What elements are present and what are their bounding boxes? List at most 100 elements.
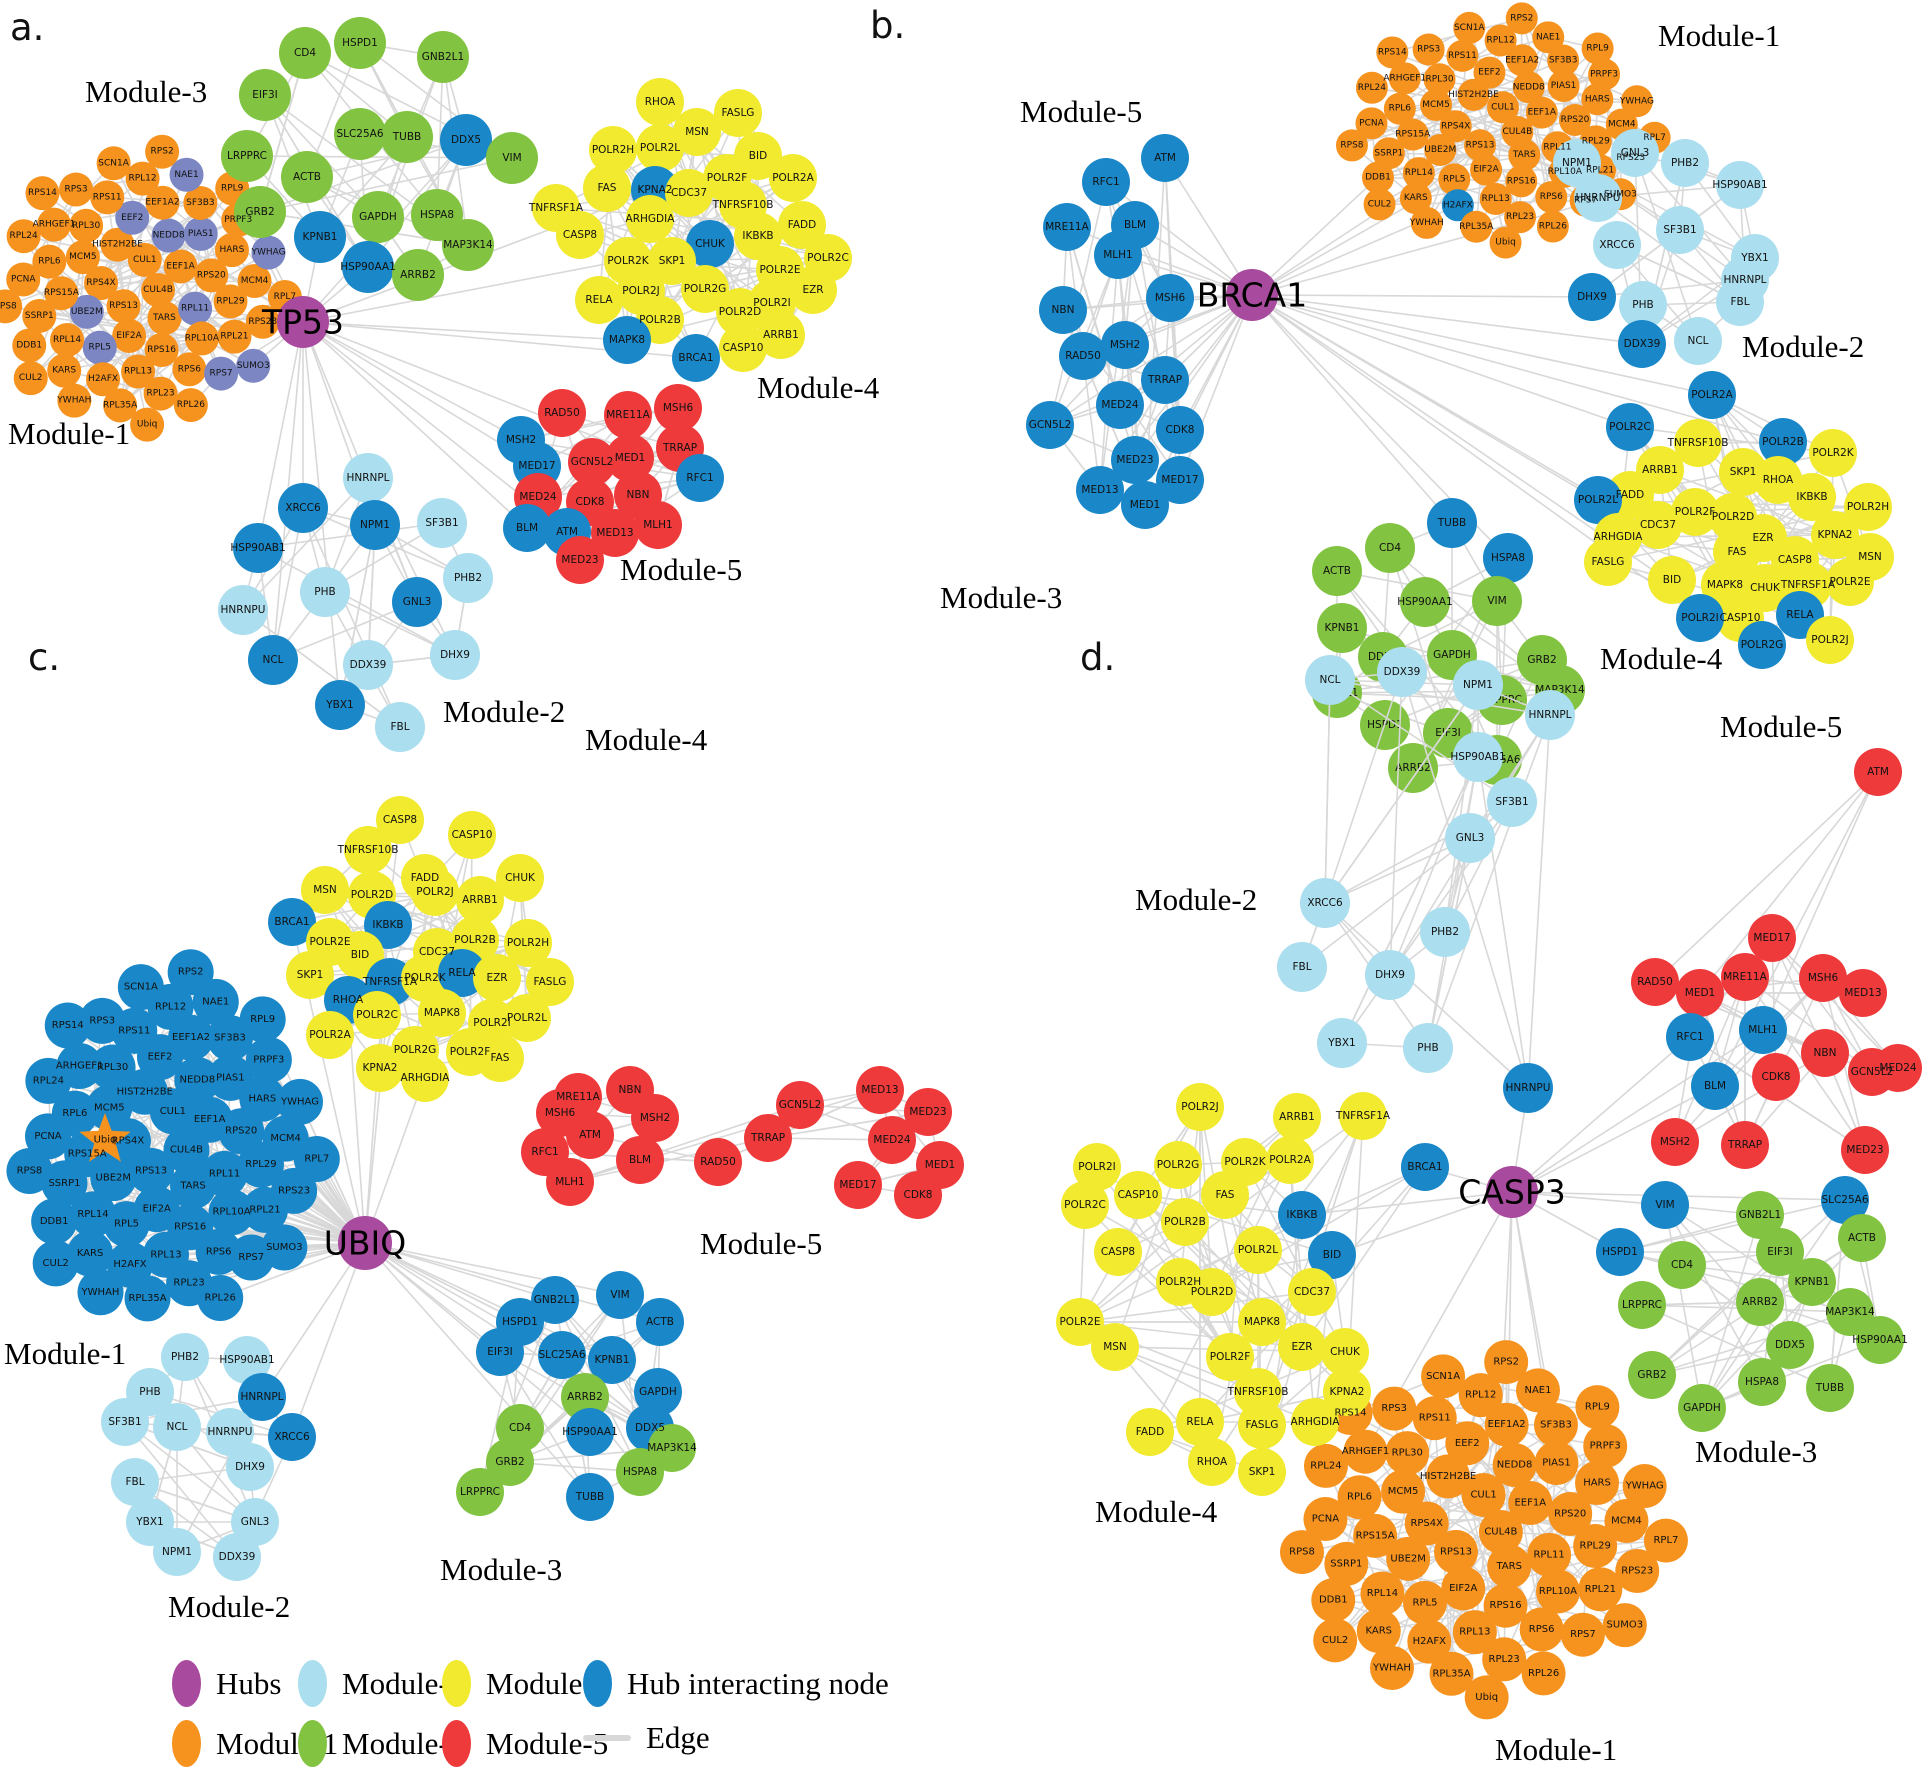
node-CUL2: [32, 1240, 79, 1287]
node-PHB: [300, 567, 350, 617]
node-label-MSH2: MSH2: [1110, 339, 1140, 351]
node-DHX9: [1568, 273, 1616, 321]
node-label-EIF2A: EIF2A: [1449, 1583, 1477, 1594]
node-label-DHX9: DHX9: [235, 1461, 265, 1473]
node-label-RPS15A: RPS15A: [1395, 130, 1431, 140]
node-label-POLR2L: POLR2L: [507, 1012, 547, 1024]
node-NEDD8: [1492, 1443, 1537, 1488]
node-NCL: [1305, 655, 1355, 705]
node-label-RPS11: RPS11: [1419, 1413, 1451, 1424]
node-GNL3: [1611, 129, 1659, 177]
node-label-CDK8: CDK8: [1166, 424, 1195, 436]
node-CASP10: [448, 811, 496, 859]
node-label-RPL29: RPL29: [1582, 136, 1610, 146]
node-label-RPL11: RPL11: [1533, 1549, 1564, 1560]
node-HSP90AB1: [1716, 161, 1764, 209]
node-label-FADD: FADD: [1616, 489, 1644, 501]
node-label-POLR2F: POLR2F: [1675, 506, 1715, 518]
node-label-TNFRSF10B: TNFRSF10B: [1227, 1386, 1289, 1398]
node-label-RFC1: RFC1: [531, 1146, 558, 1158]
node-VIM: [486, 132, 538, 184]
node-label-FASLG: FASLG: [722, 107, 755, 119]
node-RPL24: [6, 219, 41, 254]
node-TRRAP: [744, 1114, 792, 1162]
node-RPS15A: [44, 276, 79, 311]
node-label-TNFRSF1A: TNFRSF1A: [528, 202, 584, 214]
node-GAPDH: [352, 191, 404, 243]
node-HSP90AB1: [223, 1336, 271, 1384]
node-label-RPS20: RPS20: [1554, 1509, 1586, 1520]
node-TUBB: [1427, 498, 1477, 548]
node-label-DDB1: DDB1: [16, 340, 42, 350]
node-CD4: [1658, 1241, 1706, 1289]
node-label-GNL3: GNL3: [1621, 147, 1650, 159]
label-layer: Module-1 Module-2 Module-3 Module-4 Module-5…: [940, 13, 1889, 774]
node-label-DDX39: DDX39: [1624, 338, 1661, 350]
node-DDX39: [213, 1533, 261, 1581]
node-label-RPS4X: RPS4X: [112, 1136, 145, 1147]
node-label-RPL5: RPL5: [1413, 1597, 1438, 1608]
node-RHOA: [1188, 1438, 1236, 1486]
node-POLR2B: [1759, 418, 1807, 466]
node-label-CASP10: CASP10: [1720, 612, 1761, 624]
node-label-HSP90AA1: HSP90AA1: [1397, 596, 1453, 608]
node-MSH2: [1651, 1118, 1699, 1166]
node-label-TUBB: TUBB: [1437, 517, 1467, 529]
panel-c: Module-1 Module-2 Module-3 Module-4 Module-5…: [4, 722, 964, 1624]
node-label-ARRB2: ARRB2: [400, 269, 436, 281]
panel-b: Module-1 Module-2 Module-3 Module-4 Module-5…: [940, 2, 1894, 793]
node-label-CUL1: CUL1: [1470, 1490, 1496, 1501]
node-label-RPS3: RPS3: [89, 1015, 115, 1026]
node-SCN1A: [1421, 1354, 1466, 1399]
node-label-KPNB1: KPNB1: [595, 1354, 630, 1366]
node-label-KARS: KARS: [52, 366, 76, 376]
node-label-RFC1: RFC1: [686, 472, 713, 484]
node-GRB2: [1628, 1351, 1676, 1399]
node-label-UBE2M: UBE2M: [96, 1173, 132, 1184]
node-CDK8: [1156, 406, 1204, 454]
node-CUL1: [1486, 91, 1519, 124]
node-NPM1: [153, 1528, 201, 1576]
node-label-NPM1: NPM1: [1562, 157, 1592, 169]
node-EIF2A: [1441, 1566, 1486, 1611]
node-label-ARHGDIA: ARHGDIA: [626, 213, 676, 225]
node-label-HSP90AB1: HSP90AB1: [1450, 751, 1505, 763]
node-SF3B1: [101, 1398, 149, 1446]
node-label-MSH2: MSH2: [1660, 1136, 1690, 1148]
node-RPS15A: [1396, 118, 1429, 151]
node-HNRNPL: [238, 1373, 286, 1421]
node-label-EEF1A2: EEF1A2: [145, 198, 179, 208]
module-label-m3: Module-3: [940, 580, 1062, 615]
node-label-NCL: NCL: [166, 1421, 187, 1433]
node-POLR2G: [681, 265, 729, 313]
node-label-RPS14: RPS14: [52, 1020, 84, 1031]
node-RAD50: [1631, 958, 1679, 1006]
node-label-PCNA: PCNA: [1359, 118, 1384, 128]
node-label-MED1: MED1: [1130, 499, 1160, 511]
node-label-H2AFX: H2AFX: [1413, 1636, 1446, 1647]
node-label-RPL13: RPL13: [124, 367, 152, 377]
node-ARRB1: [1273, 1093, 1321, 1141]
node-ATM: [1141, 134, 1189, 182]
node-label-RPL10A: RPL10A: [1548, 167, 1583, 177]
node-label-CUL1: CUL1: [133, 255, 157, 265]
node-ARRB1: [456, 876, 504, 924]
node-label-POLR2F: POLR2F: [1210, 1351, 1250, 1363]
node-RPS16: [1505, 165, 1538, 198]
node-label-POLR2G: POLR2G: [394, 1044, 437, 1056]
node-LRPPRC: [456, 1468, 504, 1516]
node-TUBB: [1806, 1364, 1854, 1412]
node-SKP1: [286, 951, 334, 999]
node-label-MSH6: MSH6: [1808, 972, 1839, 984]
node-label-POLR2K: POLR2K: [1812, 447, 1854, 459]
node-GAPDH: [1678, 1384, 1726, 1432]
node-label-RELA: RELA: [1186, 1416, 1214, 1428]
node-label-POLR2C: POLR2C: [807, 252, 849, 264]
node-label-EEF2: EEF2: [1455, 1438, 1480, 1449]
node-POLR2G: [1738, 621, 1786, 669]
node-RHOA: [636, 78, 684, 126]
node-RPL24: [1355, 71, 1388, 104]
node-FBL: [375, 702, 425, 752]
node-RPL26: [1521, 1651, 1566, 1696]
node-label-NAE1: NAE1: [1536, 32, 1560, 42]
